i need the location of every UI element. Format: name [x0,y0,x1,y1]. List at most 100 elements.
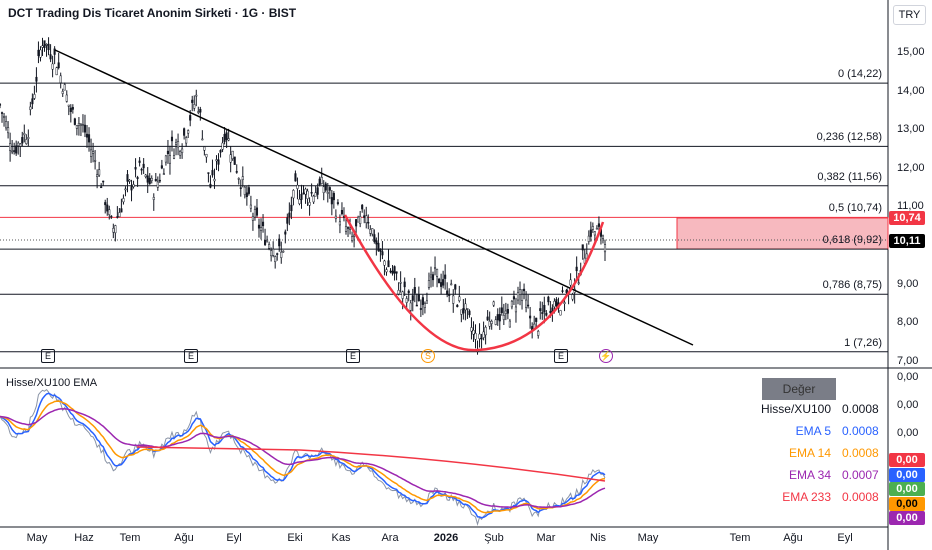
candle [35,76,38,82]
candle [500,307,503,314]
candle [255,207,259,216]
candle [340,209,344,215]
candle [136,177,139,179]
candle [237,178,240,180]
legend-row: EMA 5 0.0008 [740,424,890,444]
event-marker-earnings[interactable]: E [41,349,55,363]
candle [472,329,475,335]
candle [577,282,580,284]
candle [466,308,469,310]
candle [124,188,127,191]
price-axis-label: 8,00 [897,316,919,329]
candle [154,178,157,182]
indicator-tag: 0,00 [889,453,925,467]
candle [365,215,368,223]
candle [203,146,206,151]
candle [549,310,552,314]
candle [33,94,36,99]
event-marker-split[interactable]: S [421,349,435,363]
candle [11,150,14,153]
candle [225,132,228,140]
candle [140,168,143,171]
candle [221,142,224,150]
ema-34-line [0,408,606,509]
fib-label: 1 (7,26) [844,336,882,349]
time-axis-label: Şub [484,532,504,544]
candle [280,251,283,258]
candle [403,281,406,288]
candle [120,208,123,213]
candle [516,292,520,301]
candle [108,209,111,215]
candle [110,215,113,218]
candle [205,153,208,158]
event-marker-dividend[interactable]: ⚡ [599,349,613,363]
candle [25,139,28,144]
candle [413,287,416,294]
legend-value: 0.0008 [842,424,879,438]
trend-line[interactable] [54,49,694,346]
legend-row: EMA 14 0.0008 [740,446,890,466]
event-marker-earnings[interactable]: E [346,349,360,363]
candle [288,212,291,218]
candle [332,193,335,201]
candle [43,40,46,48]
candle [298,198,301,204]
candle [448,294,451,296]
candle [349,227,352,230]
candle [251,216,254,221]
candle [375,240,378,245]
candle [130,186,133,191]
time-axis-label: Eki [287,532,303,544]
candle [249,204,252,209]
time-axis-label: Mar [536,532,556,544]
candle [27,137,30,139]
time-axis-label: May [637,532,659,544]
candle [318,178,321,186]
candle [229,154,232,163]
candle [53,48,56,55]
candle [118,212,121,218]
indicator-tag: 0,00 [889,482,925,496]
candle [581,244,584,251]
candle [83,124,87,133]
event-marker-earnings[interactable]: E [184,349,198,363]
currency-button[interactable]: TRY [893,5,926,25]
last-price-tag: 10,74 [889,211,925,225]
candle [383,260,386,266]
legend-name: Hisse/XU100 [760,402,831,416]
resistance-zone[interactable] [676,217,889,250]
candle [183,128,186,136]
candle [336,202,339,204]
candle [286,217,289,224]
candle [440,282,443,287]
candle [257,224,261,229]
candle [433,267,437,269]
candle [235,171,238,173]
candle [197,111,200,113]
candle [7,127,10,134]
candle [17,142,20,146]
candle [87,134,91,143]
candle [264,239,267,245]
event-marker-earnings[interactable]: E [554,349,568,363]
candle [227,138,230,141]
candle [63,84,66,91]
time-axis-label: Haz [74,532,94,544]
candle [270,250,273,257]
indicator-axis-label: 0,00 [897,399,919,411]
candle [185,137,188,144]
ema-233-line [136,446,606,482]
candle [571,294,574,300]
candle [393,266,396,274]
candle [47,43,50,51]
price-axis-label: 14,00 [897,84,925,97]
candle [0,112,4,114]
cup-curve[interactable] [343,214,605,352]
indicator-tag: 0,00 [889,496,925,511]
candle [355,219,358,227]
candle [92,151,95,154]
candle [415,304,418,307]
candle [494,319,497,325]
